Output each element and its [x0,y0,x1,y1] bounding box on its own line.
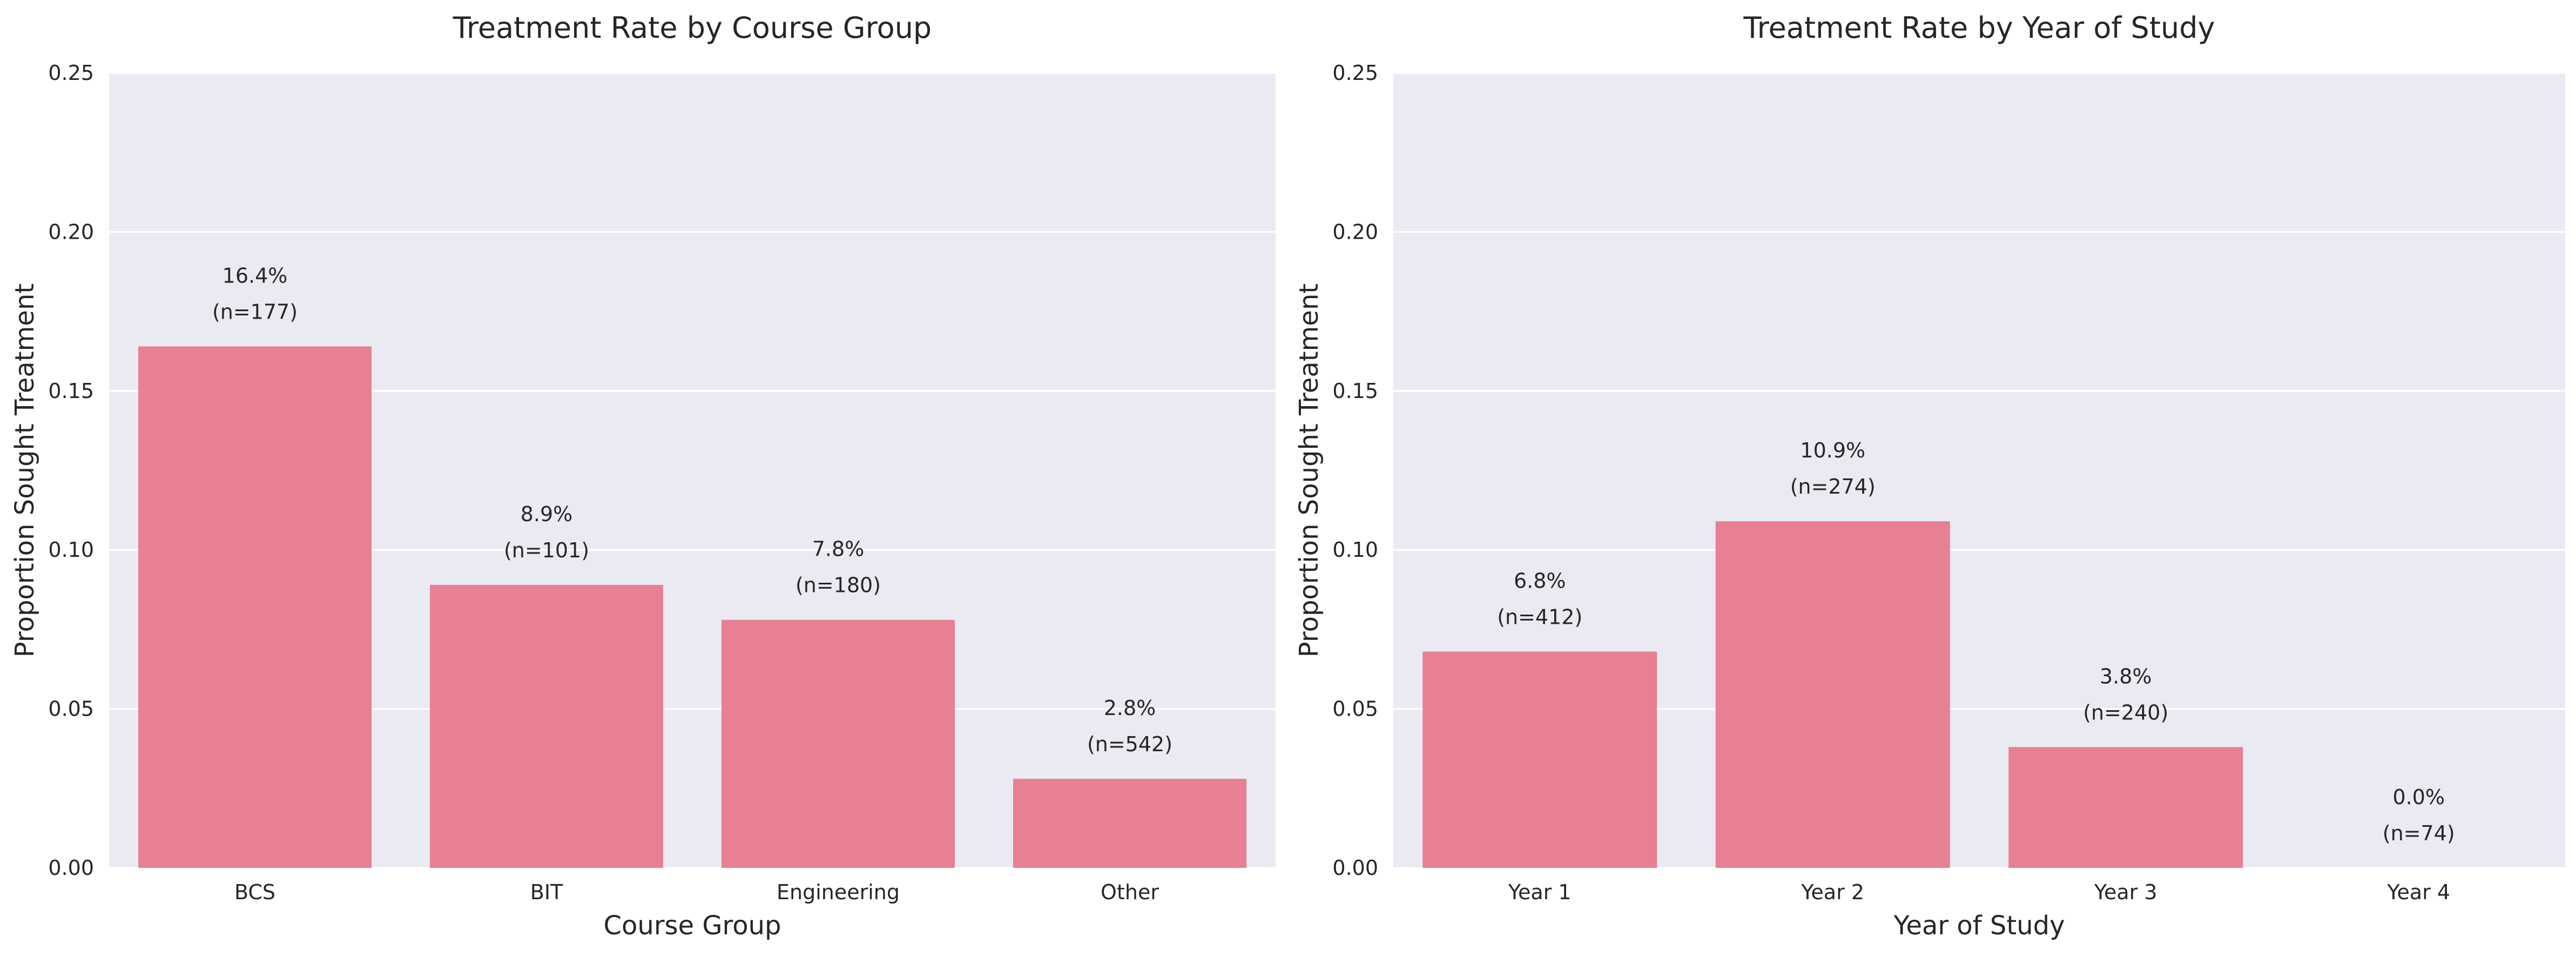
y-ticks-year-of-study: 0.00 0.05 0.10 0.15 0.20 0.25 [1332,61,1378,880]
x-axis-label-year-of-study: Year of Study [1893,911,2065,941]
y-ticks-course-group: 0.00 0.05 0.10 0.15 0.20 0.25 [48,61,94,880]
n-label-other: (n=542) [1087,732,1172,756]
x-ticks-year-of-study: Year 1 Year 2 Year 3 Year 4 [1508,880,2450,904]
x-tick-label-year-1: Year 1 [1508,880,1572,904]
y-tick-label: 0.00 [48,856,94,880]
y-axis-label-year-of-study: Proportion Sought Treatment [1294,284,1324,657]
value-label-bcs: 16.4% [222,264,288,287]
chart-year-of-study: 6.8% (n=412) 10.9% (n=274) 3.8% (n=240) 0.0% (n… [1294,11,2565,941]
x-tick-label-year-4: Year 4 [2386,880,2450,904]
bar-bit [430,584,663,868]
x-tick-label-bcs: BCS [234,880,275,904]
bar-labels-year-of-study: 6.8% (n=412) 10.9% (n=274) 3.8% (n=240) 0.0% (n… [1497,439,2455,845]
y-tick-label: 0.05 [48,697,94,721]
bars-course-group [138,346,1246,868]
y-tick-label: 0.20 [1332,220,1378,244]
value-label-year-3: 3.8% [2100,664,2152,688]
x-axis-label-course-group: Course Group [604,911,781,941]
value-label-other: 2.8% [1104,696,1156,720]
x-ticks-course-group: BCS BIT Engineering Other [234,880,1159,904]
bar-year-3 [2008,747,2243,868]
y-tick-label: 0.10 [1332,538,1378,562]
x-tick-label-other: Other [1101,880,1159,904]
value-label-year-2: 10.9% [1800,439,1865,462]
n-label-year-1: (n=412) [1497,605,1582,629]
y-tick-label: 0.20 [48,220,94,244]
y-axis-label-course-group: Proportion Sought Treatment [10,284,40,657]
y-tick-label: 0.00 [1332,856,1378,880]
bar-year-1 [1422,651,1657,868]
y-tick-label: 0.25 [1332,61,1378,85]
value-label-engineering: 7.8% [812,537,865,561]
x-tick-label-year-2: Year 2 [1800,880,1864,904]
bar-year-2 [1715,521,1950,868]
y-tick-label: 0.15 [1332,379,1378,403]
n-label-year-3: (n=240) [2083,700,2168,724]
y-tick-label: 0.15 [48,379,94,403]
value-label-year-4: 0.0% [2392,785,2445,809]
bar-labels-course-group: 16.4% (n=177) 8.9% (n=101) 7.8% (n=180) 2.8% (n… [212,264,1172,756]
bar-engineering [721,619,955,868]
n-label-bit: (n=101) [504,538,589,562]
y-tick-label: 0.05 [1332,697,1378,721]
value-label-year-1: 6.8% [1514,569,1566,593]
value-label-bit: 8.9% [521,502,573,526]
n-label-year-4: (n=74) [2383,821,2455,845]
chart-title-year-of-study: Treatment Rate by Year of Study [1743,11,2215,45]
x-tick-label-bit: BIT [530,880,563,904]
n-label-bcs: (n=177) [212,300,298,324]
n-label-engineering: (n=180) [795,574,881,597]
chart-course-group: 16.4% (n=177) 8.9% (n=101) 7.8% (n=180) 2.8% (n… [10,11,1276,941]
y-tick-label: 0.10 [48,538,94,562]
bar-bcs [138,346,372,868]
x-tick-label-year-3: Year 3 [2094,880,2157,904]
n-label-year-2: (n=274) [1790,475,1876,498]
chart-title-course-group: Treatment Rate by Course Group [453,11,932,45]
bars-year-of-study [1422,521,2243,868]
bar-other [1013,779,1246,868]
x-tick-label-engineering: Engineering [777,880,900,904]
y-tick-label: 0.25 [48,61,94,85]
